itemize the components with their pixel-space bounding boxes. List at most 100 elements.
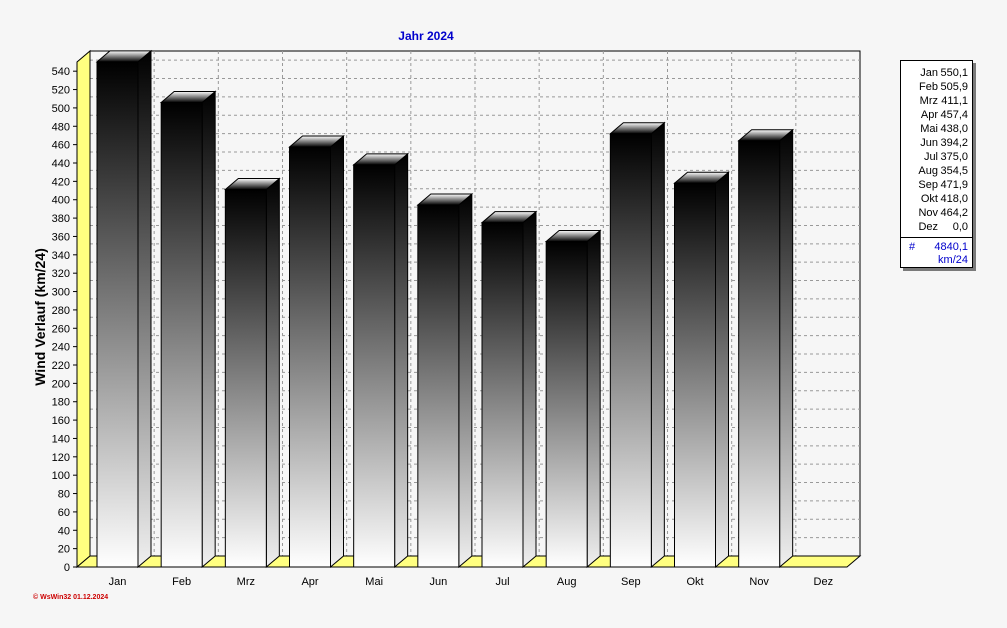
y-tick-label: 380 [52, 213, 70, 225]
legend-value: 354,5 [940, 165, 968, 177]
legend-month: Sep [918, 179, 938, 191]
x-tick-label: Apr [301, 576, 318, 588]
bar-front [96, 61, 139, 568]
legend-row: Feb 505,9 [901, 80, 972, 94]
legend-month: Okt [920, 193, 938, 205]
legend-rows: Jan 550,1 Feb 505,9 Mrz 411,1 Apr 457,4 Mai 438,0… [901, 66, 972, 234]
legend-value: 394,2 [940, 137, 968, 149]
legend-row: Mrz 411,1 [901, 94, 972, 108]
bar-side [330, 134, 344, 569]
legend-row: Jul 375,0 [901, 150, 972, 164]
bar-side [137, 49, 152, 569]
legend-value: 418,0 [940, 193, 968, 205]
y-tick-label: 360 [52, 231, 70, 243]
legend-month: Jul [923, 151, 938, 163]
bar [288, 134, 345, 569]
bar-side [522, 210, 537, 569]
legend-row: Apr 457,4 [901, 108, 972, 122]
y-tick-label: 260 [52, 323, 70, 335]
y-tick-label: 400 [52, 195, 70, 207]
bar-top [673, 171, 730, 184]
legend-month: Mai [920, 123, 938, 135]
x-tick-label: Nov [749, 576, 769, 588]
legend-value: 457,4 [940, 109, 968, 121]
legend-row: Jun 394,2 [901, 136, 972, 150]
x-tick-label: Aug [557, 576, 577, 588]
legend-value: 471,9 [940, 179, 968, 191]
x-tick-label: Sep [621, 576, 641, 588]
bar-side [201, 90, 216, 569]
legend-month: Aug [918, 165, 938, 177]
y-tick-label: 480 [52, 121, 70, 133]
y-tick-label: 200 [52, 378, 70, 390]
y-tick-label: 300 [52, 287, 70, 299]
bar-front [674, 182, 716, 568]
y-tick-label: 280 [52, 305, 70, 317]
bar [416, 192, 474, 569]
chart-title: Jahr 2024 [398, 29, 454, 43]
y-tick-label: 0 [64, 562, 70, 574]
bar-side [586, 229, 601, 569]
bar-top [544, 230, 602, 243]
bar-front [417, 204, 460, 568]
bar-top [223, 178, 281, 191]
legend-month: Feb [919, 81, 938, 93]
legend-row: Okt 418,0 [901, 192, 972, 206]
x-tick-label: Jun [429, 576, 447, 588]
legend-month: Jan [920, 67, 938, 79]
y-tick-label: 180 [52, 397, 70, 409]
legend-value: 438,0 [940, 123, 968, 135]
legend-value: 0,0 [952, 221, 968, 233]
footer-credit: © WsWin32 01.12.2024 [33, 594, 109, 601]
legend-row: Aug 354,5 [901, 164, 972, 178]
y-tick-label: 220 [52, 360, 70, 372]
x-tick-label: Feb [172, 576, 191, 588]
bar-side [779, 128, 794, 569]
legend-box: Jan 550,1 Feb 505,9 Mrz 411,1 Apr 457,4 Mai 438,0… [900, 60, 973, 268]
legend-sum: # 4840,1 km/24 [901, 237, 972, 266]
bar [544, 229, 602, 569]
legend-row: Mai 438,0 [901, 122, 972, 136]
y-tick-label: 240 [52, 342, 70, 354]
sum-unit: km/24 [938, 254, 968, 266]
bar [352, 152, 410, 569]
legend-month: Nov [918, 207, 938, 219]
bar-side [458, 192, 473, 569]
bar-top [737, 129, 795, 142]
bar-front [289, 146, 331, 568]
legend-value: 505,9 [940, 81, 968, 93]
bar-front [224, 189, 267, 568]
legend-month: Jun [920, 137, 938, 149]
y-axis-label: Wind Verlauf (km/24) [32, 248, 48, 386]
bar [159, 90, 217, 569]
bar-top [95, 50, 153, 63]
bar-side [265, 177, 280, 569]
bar-front [353, 164, 396, 568]
y-tick-label: 80 [58, 489, 70, 501]
y-tick-label: 100 [52, 470, 70, 482]
y-tick-label: 60 [58, 507, 70, 519]
y-tick-label: 320 [52, 268, 70, 280]
x-tick-label: Mai [365, 576, 383, 588]
legend-value: 375,0 [940, 151, 968, 163]
bar-front [481, 222, 524, 568]
bar-side [394, 152, 409, 569]
legend-row: Jan 550,1 [901, 66, 972, 80]
bar [95, 49, 153, 569]
bar [608, 121, 666, 569]
y-tick-label: 120 [52, 452, 70, 464]
bar [737, 128, 795, 569]
y-tick-label: 440 [52, 158, 70, 170]
x-tick-label: Jan [109, 576, 127, 588]
bar-top [352, 153, 410, 166]
x-tick-label: Mrz [237, 576, 255, 588]
y-tick-label: 420 [52, 176, 70, 188]
legend-row: Dez 0,0 [901, 220, 972, 234]
x-tick-label: Okt [686, 576, 703, 588]
sum-value: 4840,1 [934, 241, 968, 253]
sum-symbol: # [909, 241, 916, 253]
y-tick-label: 40 [58, 525, 70, 537]
x-tick-label: Dez [814, 576, 834, 588]
bar [480, 210, 538, 569]
